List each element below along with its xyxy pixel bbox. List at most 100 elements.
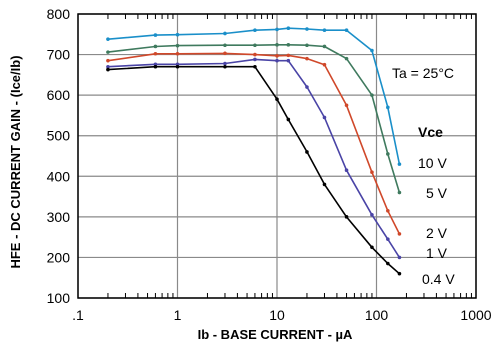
data-point [223, 61, 227, 66]
legend-item-10v: 10 V [418, 155, 447, 171]
legend-label: 5 V [426, 185, 448, 201]
data-point [275, 43, 279, 47]
series-line [107, 27, 401, 165]
legend-item-5v: 5 V [426, 185, 448, 201]
data-point [223, 43, 227, 48]
x-tick-labels: .1 1 10 100 1000 [72, 307, 492, 323]
data-point [286, 117, 291, 122]
data-point [286, 43, 291, 47]
data-point [344, 215, 349, 219]
x-tick-label: 10 [269, 307, 285, 323]
data-point [397, 190, 402, 195]
legend-item-0.4v: 0.4 V [422, 271, 455, 287]
series-1v [106, 57, 402, 260]
data-point [370, 93, 374, 97]
data-point [322, 115, 327, 120]
x-tick-label: 1000 [460, 307, 491, 323]
series-2v [106, 51, 402, 236]
data-point [397, 271, 402, 276]
legend-label: 10 V [418, 155, 447, 171]
y-tick-label: 600 [47, 87, 71, 103]
data-point [153, 33, 158, 37]
data-point [286, 53, 291, 58]
y-tick-label: 500 [47, 128, 71, 144]
data-point [344, 168, 349, 172]
data-point [253, 43, 257, 48]
data-point [344, 56, 349, 61]
data-point [305, 27, 309, 31]
data-point [305, 56, 309, 61]
x-tick-label: 100 [365, 307, 389, 323]
legend-label: 2 V [426, 225, 448, 241]
data-point [175, 51, 180, 56]
data-point [397, 255, 402, 260]
data-point [253, 64, 257, 69]
data-point [223, 64, 227, 69]
data-point [397, 162, 402, 166]
data-point [106, 67, 110, 72]
data-point [370, 170, 374, 175]
data-point [153, 51, 158, 56]
x-tick-label: .1 [72, 307, 84, 323]
series-lines [106, 26, 402, 276]
plot-frame [77, 13, 477, 299]
data-point [153, 64, 158, 69]
x-axis-label: Ib - BASE CURRENT - µA [198, 327, 353, 342]
data-point [370, 245, 374, 250]
data-point [370, 213, 374, 217]
data-point [275, 97, 279, 101]
data-point [370, 48, 374, 53]
data-point [305, 150, 309, 154]
data-point [344, 103, 349, 108]
legend-title: Vce [418, 124, 443, 140]
legend-item-2v: 2 V [426, 225, 448, 241]
data-point [106, 37, 110, 41]
data-point [275, 53, 279, 58]
y-tick-labels: 100 200 300 400 500 600 700 800 [47, 6, 71, 306]
series-line [107, 52, 401, 235]
data-point [386, 237, 390, 241]
series-5v [106, 43, 402, 195]
data-point [175, 43, 180, 48]
series-0.4v [106, 64, 402, 276]
data-point [175, 32, 180, 37]
data-point [275, 58, 279, 63]
data-point [386, 105, 390, 110]
data-point [386, 261, 390, 266]
data-point [153, 44, 158, 49]
legend-label: 1 V [426, 245, 448, 261]
data-point [286, 26, 291, 31]
y-tick-label: 100 [47, 290, 71, 306]
data-point [322, 62, 327, 67]
data-point [175, 64, 180, 69]
y-tick-label: 700 [47, 47, 71, 63]
data-point [223, 51, 227, 56]
data-point [106, 58, 110, 63]
data-point [397, 232, 402, 236]
data-point [322, 44, 327, 49]
data-point [253, 57, 257, 62]
data-point [275, 27, 279, 32]
data-point [223, 31, 227, 36]
y-tick-label: 300 [47, 209, 71, 225]
legend-item-1v: 1 V [426, 245, 448, 261]
y-axis-label: HFE - DC CURRENT GAIN - (Ice/Ib) [8, 55, 23, 268]
x-tick-label: 1 [174, 307, 182, 323]
data-point [253, 28, 257, 33]
data-point [305, 43, 309, 48]
y-tick-label: 800 [47, 6, 71, 22]
data-point [106, 64, 110, 69]
data-point [305, 85, 309, 89]
data-point [253, 52, 257, 57]
data-point [386, 208, 390, 213]
data-point [322, 182, 327, 187]
data-point [344, 28, 349, 33]
data-point [286, 58, 291, 63]
legend-label: 0.4 V [422, 271, 455, 287]
data-point [386, 152, 390, 156]
y-tick-label: 200 [47, 249, 71, 265]
series-10v [106, 26, 402, 166]
data-point [322, 28, 327, 33]
series-line [107, 65, 400, 275]
